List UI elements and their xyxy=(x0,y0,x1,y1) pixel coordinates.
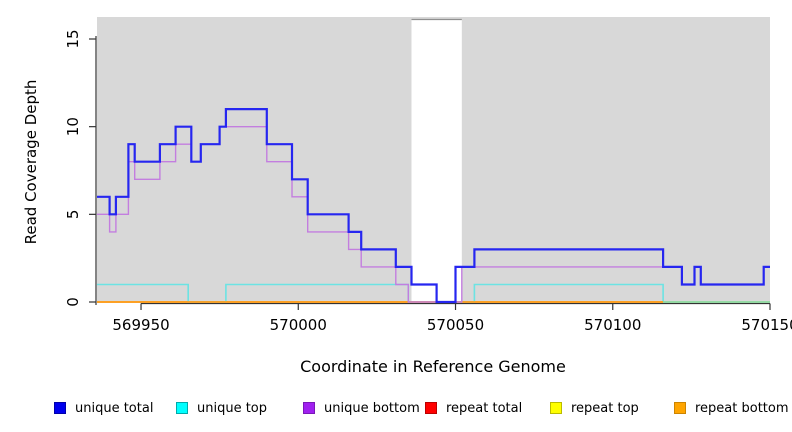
y-tick-label: 10 xyxy=(64,117,82,136)
legend-item-repeat-total: repeat total xyxy=(425,399,522,417)
legend-label: repeat total xyxy=(446,400,523,416)
x-tick-label: 569950 xyxy=(112,316,169,334)
y-tick-label: 15 xyxy=(64,29,82,48)
legend-item-repeat-bottom: repeat bottom xyxy=(674,399,789,417)
y-tick-label: 0 xyxy=(64,297,82,307)
series-unique-total xyxy=(97,108,770,304)
legend-swatch-icon xyxy=(303,402,315,414)
legend-item-repeat-top: repeat top xyxy=(550,399,639,417)
legend: unique total unique top unique bottom repea… xyxy=(0,399,792,421)
legend-label: unique bottom xyxy=(324,400,420,416)
y-axis-title: Read Coverage Depth xyxy=(22,80,40,245)
legend-swatch-icon xyxy=(674,402,686,414)
legend-swatch-icon xyxy=(176,402,188,414)
x-tick-label: 570000 xyxy=(270,316,327,334)
y-tick-label: 5 xyxy=(64,210,82,220)
legend-item-unique-bottom: unique bottom xyxy=(303,399,420,417)
legend-item-unique-top: unique top xyxy=(176,399,267,417)
legend-label: unique total xyxy=(75,400,154,416)
legend-swatch-icon xyxy=(54,402,66,414)
masked-region xyxy=(411,20,462,302)
legend-swatch-icon xyxy=(425,402,437,414)
legend-item-unique-total: unique total xyxy=(54,399,153,417)
legend-label: repeat top xyxy=(571,400,639,416)
x-axis-title: Coordinate in Reference Genome xyxy=(300,357,566,376)
legend-label: repeat bottom xyxy=(695,400,789,416)
legend-swatch-icon xyxy=(550,402,562,414)
x-tick-label: 570100 xyxy=(584,316,641,334)
x-tick-label: 570050 xyxy=(427,316,484,334)
legend-label: unique top xyxy=(197,400,268,416)
